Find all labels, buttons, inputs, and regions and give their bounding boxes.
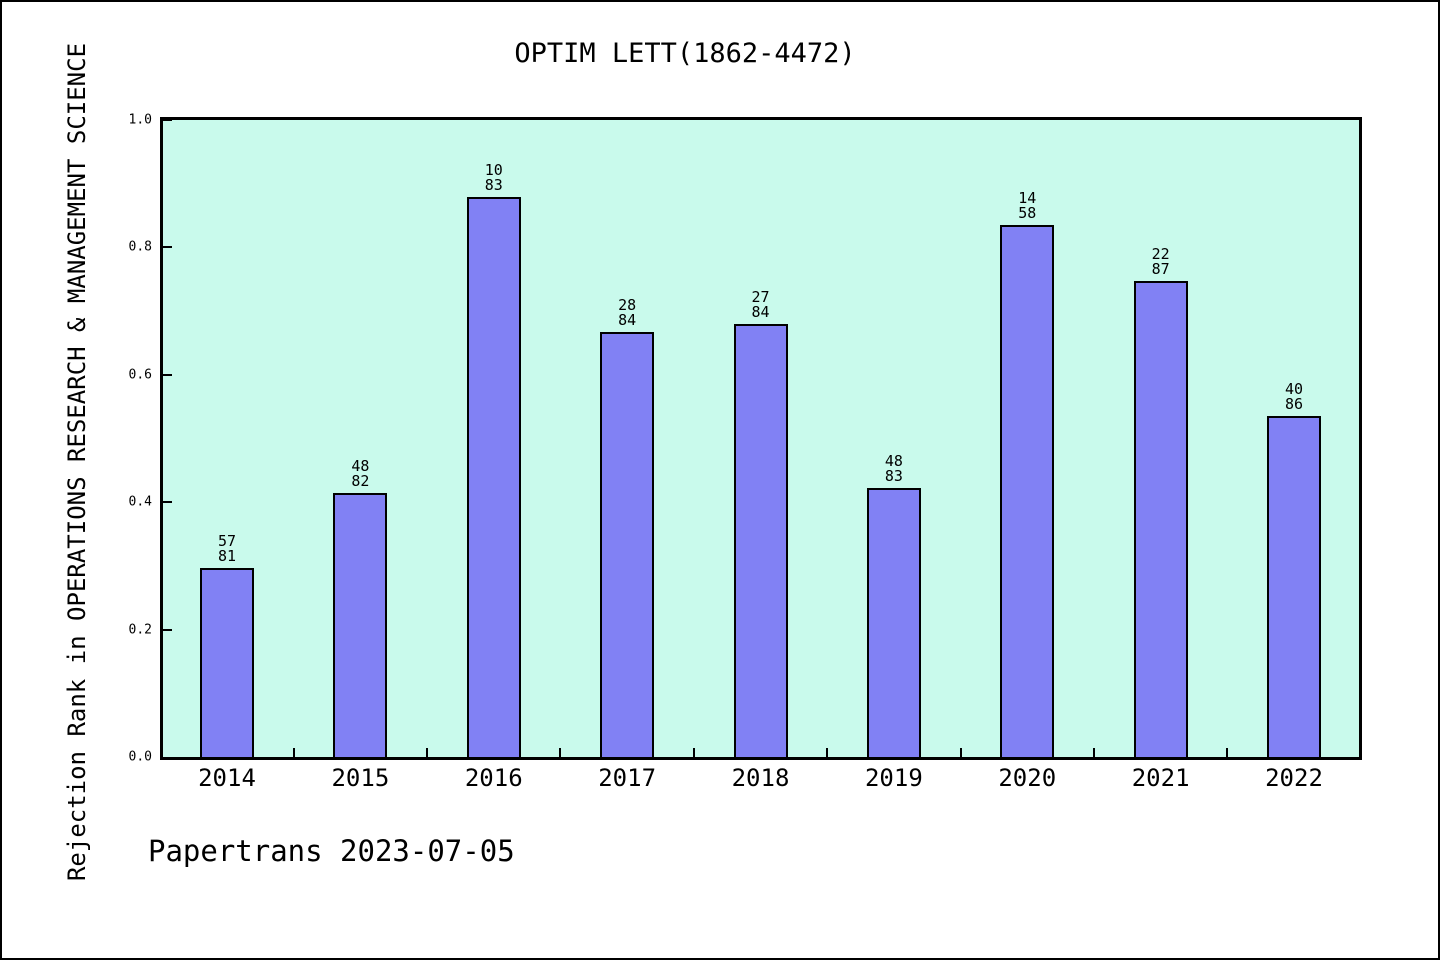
bar-2018: [733, 324, 788, 757]
x-minor-tick: [692, 748, 695, 757]
y-tick-label: 0.8: [128, 239, 152, 255]
bar-value-label: 48 82: [351, 457, 370, 490]
bar-value-label: 40 86: [1284, 380, 1304, 413]
bar-2016: [466, 197, 521, 757]
x-tick-label: 2020: [998, 764, 1057, 792]
x-tick-label: 2021: [1131, 764, 1190, 792]
bar-2015: [333, 493, 388, 757]
bar-value-label: 27 84: [751, 288, 770, 321]
y-tick-mark: [163, 501, 172, 504]
x-tick-label: 2014: [198, 764, 256, 792]
y-tick-label: 0.0: [128, 749, 152, 765]
x-tick-label: 2022: [1265, 764, 1323, 792]
bar-value-label: 28 84: [618, 296, 637, 329]
y-tick-mark: [163, 628, 172, 631]
y-tick-label: 0.4: [128, 494, 152, 510]
x-tick-label: 2017: [598, 764, 657, 792]
bar-value-label: 10 83: [484, 161, 503, 194]
y-tick-mark: [163, 373, 172, 376]
bar-value-label: 22 87: [1151, 245, 1170, 278]
x-tick-label: 2018: [731, 764, 790, 792]
bar-2019: [866, 488, 921, 757]
x-minor-tick: [292, 748, 295, 757]
x-minor-tick: [1092, 748, 1095, 757]
x-tick-label: 2015: [331, 764, 390, 792]
x-minor-tick: [559, 748, 562, 757]
y-tick-mark: [163, 246, 172, 249]
x-minor-tick: [826, 748, 829, 757]
y-tick-mark: [163, 119, 172, 121]
x-tick-label: 2019: [864, 764, 923, 792]
y-axis-title: Rejection Rank in OPERATIONS RESEARCH & …: [63, 42, 91, 882]
bar-value-label: 57 81: [217, 532, 237, 565]
bar-2014: [200, 568, 254, 757]
bar-value-label: 48 83: [884, 452, 903, 485]
bar-2017: [600, 332, 655, 757]
footer-text: Papertrans 2023-07-05: [148, 834, 515, 868]
x-minor-tick: [959, 748, 962, 757]
plot-area: 57 81 48 82 10 83 28 84 27 84 48 83 14 58 22 87…: [160, 117, 1362, 760]
x-tick-label: 2016: [464, 764, 523, 792]
chart-title: OPTIM LETT(1862-4472): [514, 38, 856, 69]
bar-2021: [1133, 281, 1188, 757]
bar-2020: [1000, 225, 1055, 757]
y-tick-label: 0.2: [128, 622, 152, 638]
y-tick-label: 0.6: [128, 367, 152, 383]
bar-value-label: 14 58: [1018, 189, 1037, 222]
x-minor-tick: [1226, 748, 1229, 757]
bar-2022: [1267, 416, 1321, 757]
x-minor-tick: [426, 748, 429, 757]
y-tick-label: 1.0: [128, 112, 152, 128]
